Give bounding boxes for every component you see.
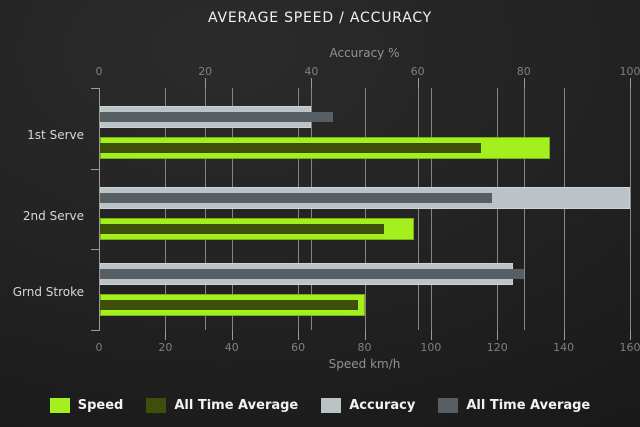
gridline [165, 88, 166, 330]
speed-tick-label: 20 [158, 341, 173, 354]
category-label-1st-serve: 1st Serve [27, 128, 84, 142]
accuracy-axis-label: Accuracy % [329, 46, 400, 60]
legend-swatch-icon [49, 398, 70, 413]
gridline [298, 88, 299, 330]
legend-label: Accuracy [349, 398, 416, 413]
legend-item-all-time-average-3: All Time Average [438, 398, 590, 413]
gridline [524, 88, 525, 330]
y-axis-stub [91, 249, 100, 250]
gridline [365, 88, 366, 330]
gridline [205, 88, 206, 330]
bar-accuracy-alltime-avg-1st-serve [100, 112, 333, 122]
chart-title: AVERAGE SPEED / ACCURACY [207, 10, 433, 26]
bar-accuracy-alltime-avg-grnd-stroke [100, 269, 524, 279]
gridline [497, 88, 498, 330]
speed-tick-label: 160 [619, 341, 640, 354]
legend-swatch-icon [438, 398, 459, 413]
axis-tick-bottom [232, 330, 233, 340]
accuracy-tick-label: 80 [516, 65, 531, 78]
y-axis-stub [91, 169, 100, 170]
gridline [431, 88, 432, 330]
axis-tick-bottom [497, 330, 498, 340]
gridline [232, 88, 233, 330]
bar-speed-alltime-avg-grnd-stroke [100, 300, 358, 310]
legend-label: Speed [77, 398, 124, 413]
bar-accuracy-alltime-avg-2nd-serve [100, 193, 492, 203]
y-axis-stub [91, 330, 100, 331]
legend-item-accuracy-2: Accuracy [321, 398, 415, 413]
axis-tick-bottom [298, 330, 299, 340]
speed-tick-label: 0 [95, 341, 103, 354]
legend-item-speed-0: Speed [49, 398, 124, 413]
axis-tick-top [418, 78, 419, 88]
legend-label: All Time Average [466, 398, 591, 413]
gridline [630, 88, 631, 330]
axis-tick-top [311, 78, 312, 88]
legend-item-all-time-average-1: All Time Average [146, 398, 298, 413]
legend-swatch-icon [146, 398, 167, 413]
accuracy-tick-label: 100 [619, 65, 640, 78]
category-label-2nd-serve: 2nd Serve [22, 209, 84, 223]
gridline [311, 88, 312, 330]
bar-speed-alltime-avg-2nd-serve [100, 224, 384, 234]
speed-tick-label: 60 [291, 341, 306, 354]
speed-tick-label: 140 [553, 341, 575, 354]
y-axis-stub [91, 88, 100, 89]
bar-speed-alltime-avg-1st-serve [100, 143, 481, 153]
speed-tick-label: 100 [420, 341, 442, 354]
accuracy-tick-label: 60 [410, 65, 425, 78]
axis-tick-bottom [431, 330, 432, 340]
accuracy-tick-label: 20 [198, 65, 213, 78]
speed-tick-label: 120 [486, 341, 508, 354]
speed-tick-label: 80 [357, 341, 372, 354]
axis-tick-bottom [165, 330, 166, 340]
legend-swatch-icon [321, 398, 342, 413]
accuracy-tick-label: 40 [304, 65, 319, 78]
legend-label: All Time Average [174, 398, 299, 413]
category-label-grnd-stroke: Grnd Stroke [12, 285, 84, 299]
accuracy-tick-label: 0 [95, 65, 103, 78]
axis-tick-bottom [564, 330, 565, 340]
gridline [564, 88, 565, 330]
axis-tick-top [205, 78, 206, 88]
speed-tick-label: 40 [224, 341, 239, 354]
y-axis-line [99, 88, 100, 331]
gridline [418, 88, 419, 330]
axis-tick-bottom [630, 330, 631, 340]
legend: Speed All Time Average Accuracy All Time Av… [0, 398, 640, 413]
axis-tick-top [630, 78, 631, 88]
axis-tick-top [524, 78, 525, 88]
axis-tick-bottom [365, 330, 366, 340]
speed-axis-label: Speed km/h [328, 357, 401, 371]
